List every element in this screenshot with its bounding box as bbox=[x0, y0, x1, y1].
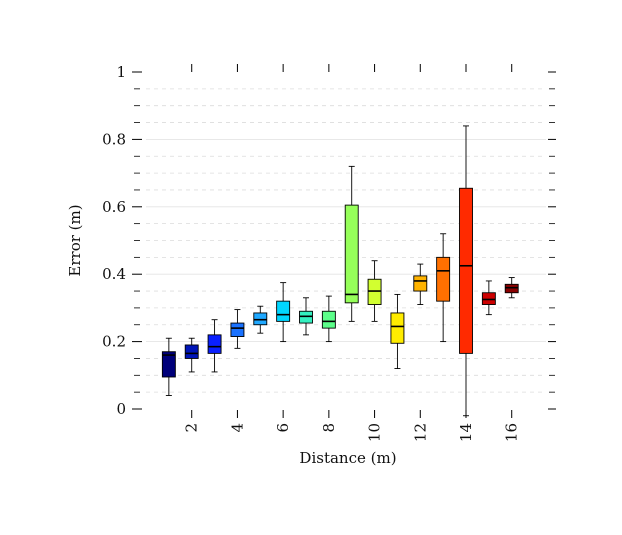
box-iqr bbox=[481, 292, 496, 305]
box-group bbox=[184, 337, 199, 373]
box-group bbox=[299, 297, 313, 336]
box-group bbox=[344, 165, 359, 322]
box-iqr bbox=[436, 256, 451, 302]
box-iqr bbox=[367, 278, 382, 305]
x-tick-label: 2 bbox=[183, 423, 201, 433]
x-tick-label: 8 bbox=[320, 423, 338, 433]
box-iqr bbox=[253, 312, 268, 326]
y-tick-label: 0.6 bbox=[102, 198, 126, 216]
tick-labels: 00.20.40.60.812 4 6 8 10 12 14 16 bbox=[102, 63, 521, 442]
y-tick-label: 1 bbox=[116, 63, 126, 81]
box-iqr bbox=[390, 312, 405, 344]
box-group bbox=[253, 305, 268, 334]
box-iqr bbox=[299, 310, 313, 324]
box-iqr bbox=[321, 310, 336, 329]
box-iqr bbox=[413, 275, 428, 292]
box-group bbox=[390, 293, 405, 370]
box-iqr bbox=[207, 334, 222, 354]
box-group bbox=[413, 263, 428, 305]
y-tick-label: 0.8 bbox=[102, 130, 126, 148]
box-series bbox=[161, 125, 519, 417]
x-tick-label: 16 bbox=[503, 423, 521, 442]
box-group bbox=[161, 337, 176, 396]
box-iqr bbox=[161, 351, 176, 378]
box-iqr bbox=[459, 187, 473, 354]
box-group bbox=[276, 282, 291, 343]
box-group bbox=[459, 125, 473, 417]
y-tick-label: 0.4 bbox=[102, 265, 126, 283]
box-group bbox=[207, 319, 222, 373]
box-iqr bbox=[344, 204, 359, 304]
x-axis-label: Distance (m) bbox=[299, 449, 396, 467]
box-iqr bbox=[504, 283, 519, 294]
x-tick-label: 12 bbox=[411, 423, 429, 442]
x-tick-label: 10 bbox=[366, 423, 384, 442]
x-tick-label: 6 bbox=[274, 423, 292, 433]
box-group bbox=[367, 260, 382, 322]
box-group bbox=[230, 309, 245, 349]
x-tick-label: 14 bbox=[457, 423, 475, 442]
box-iqr bbox=[230, 322, 245, 337]
axis-frame bbox=[132, 64, 556, 418]
y-tick-label: 0 bbox=[116, 400, 126, 418]
box-iqr bbox=[184, 344, 199, 359]
box-group bbox=[436, 233, 451, 343]
box-group bbox=[321, 295, 336, 343]
box-iqr bbox=[276, 300, 291, 322]
box-group bbox=[481, 280, 496, 316]
y-axis-label: Error (m) bbox=[66, 204, 84, 276]
box-group bbox=[504, 277, 519, 299]
x-tick-label: 4 bbox=[228, 423, 246, 433]
y-tick-label: 0.2 bbox=[102, 333, 126, 351]
